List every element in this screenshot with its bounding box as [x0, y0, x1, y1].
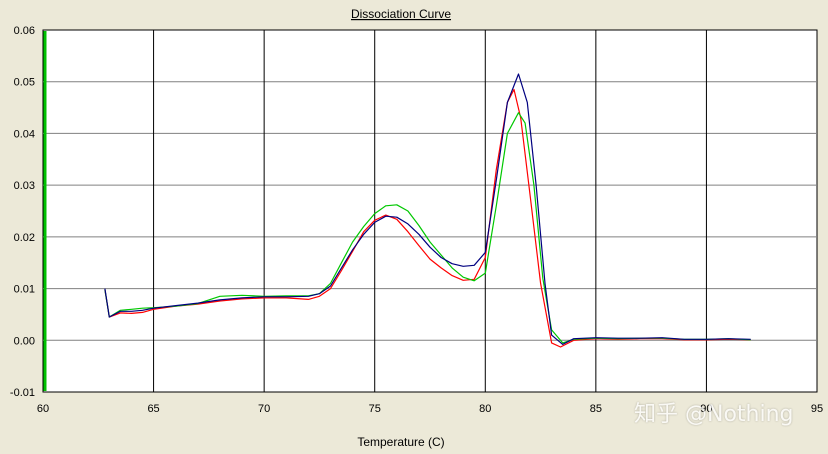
x-tick-label: 80 — [479, 403, 491, 415]
x-axis-label: Temperature (C) — [357, 435, 444, 449]
x-tick-labels: 60 65 70 75 80 85 90 95 — [37, 403, 823, 415]
grid — [43, 30, 817, 392]
y-tick-label: 0.06 — [14, 25, 35, 37]
x-tick-label: 95 — [811, 403, 823, 415]
series-line-1 — [104, 88, 751, 348]
x-tick-label: 85 — [590, 403, 602, 415]
y-tick-label: 0.04 — [14, 128, 35, 140]
y-tick-label: 0.00 — [14, 335, 35, 347]
y-tick-label: 0.01 — [14, 284, 35, 296]
chart-title: Dissociation Curve — [351, 7, 451, 21]
x-tick-label: 65 — [147, 403, 159, 415]
x-tick-label: 75 — [369, 403, 381, 415]
watermark: 知乎 @Nothing — [634, 402, 794, 427]
y-tick-labels: -0.01 0.00 0.01 0.02 0.03 0.04 0.05 0.06 — [10, 25, 35, 399]
series-group — [104, 73, 751, 348]
x-tick-label: 70 — [258, 403, 270, 415]
plot-area — [42, 29, 818, 393]
y-tick-label: -0.01 — [10, 387, 35, 399]
series-line-3 — [104, 73, 751, 345]
y-tick-label: 0.02 — [14, 232, 35, 244]
x-tick-label: 60 — [37, 403, 49, 415]
y-tick-label: 0.05 — [14, 77, 35, 89]
y-tick-label: 0.03 — [14, 180, 35, 192]
x-tick-label: 90 — [700, 403, 712, 415]
